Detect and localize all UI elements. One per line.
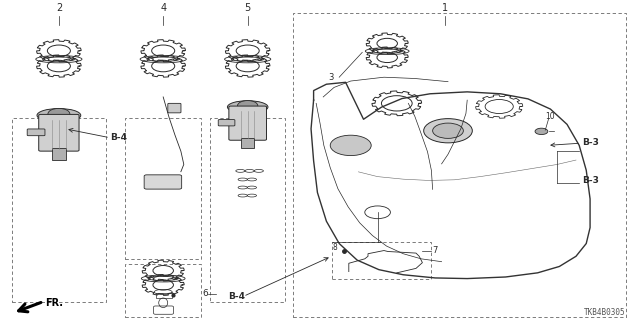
Circle shape [424,119,472,143]
Bar [125,118,201,260]
Text: 6: 6 [202,289,207,298]
Bar [12,118,106,302]
FancyBboxPatch shape [241,138,254,148]
Circle shape [48,108,70,119]
Text: 7: 7 [433,246,438,255]
FancyBboxPatch shape [27,129,45,136]
Bar [210,118,285,302]
Text: FR.: FR. [45,299,63,308]
Text: TKB4B0305: TKB4B0305 [584,308,626,317]
Text: 10: 10 [545,112,555,121]
Circle shape [535,128,548,135]
Circle shape [433,123,463,138]
Text: 1: 1 [442,3,448,12]
FancyBboxPatch shape [168,103,181,113]
Text: 4: 4 [160,3,166,12]
FancyBboxPatch shape [144,175,182,189]
Text: B-4: B-4 [228,292,245,301]
Text: B-3: B-3 [582,138,599,148]
Text: 8: 8 [333,243,338,252]
Text: 3: 3 [329,73,334,82]
Ellipse shape [227,101,268,113]
Circle shape [237,100,258,111]
FancyBboxPatch shape [229,106,266,140]
Text: 5: 5 [244,3,251,12]
FancyBboxPatch shape [218,120,235,126]
Bar [125,264,201,317]
Circle shape [330,135,371,156]
Bar [332,242,431,279]
Text: 2: 2 [56,3,62,12]
Bar [293,12,626,317]
Ellipse shape [37,108,81,122]
FancyBboxPatch shape [52,148,66,160]
FancyBboxPatch shape [38,115,79,151]
Text: B-3: B-3 [582,176,599,185]
Text: B-4: B-4 [110,133,127,142]
